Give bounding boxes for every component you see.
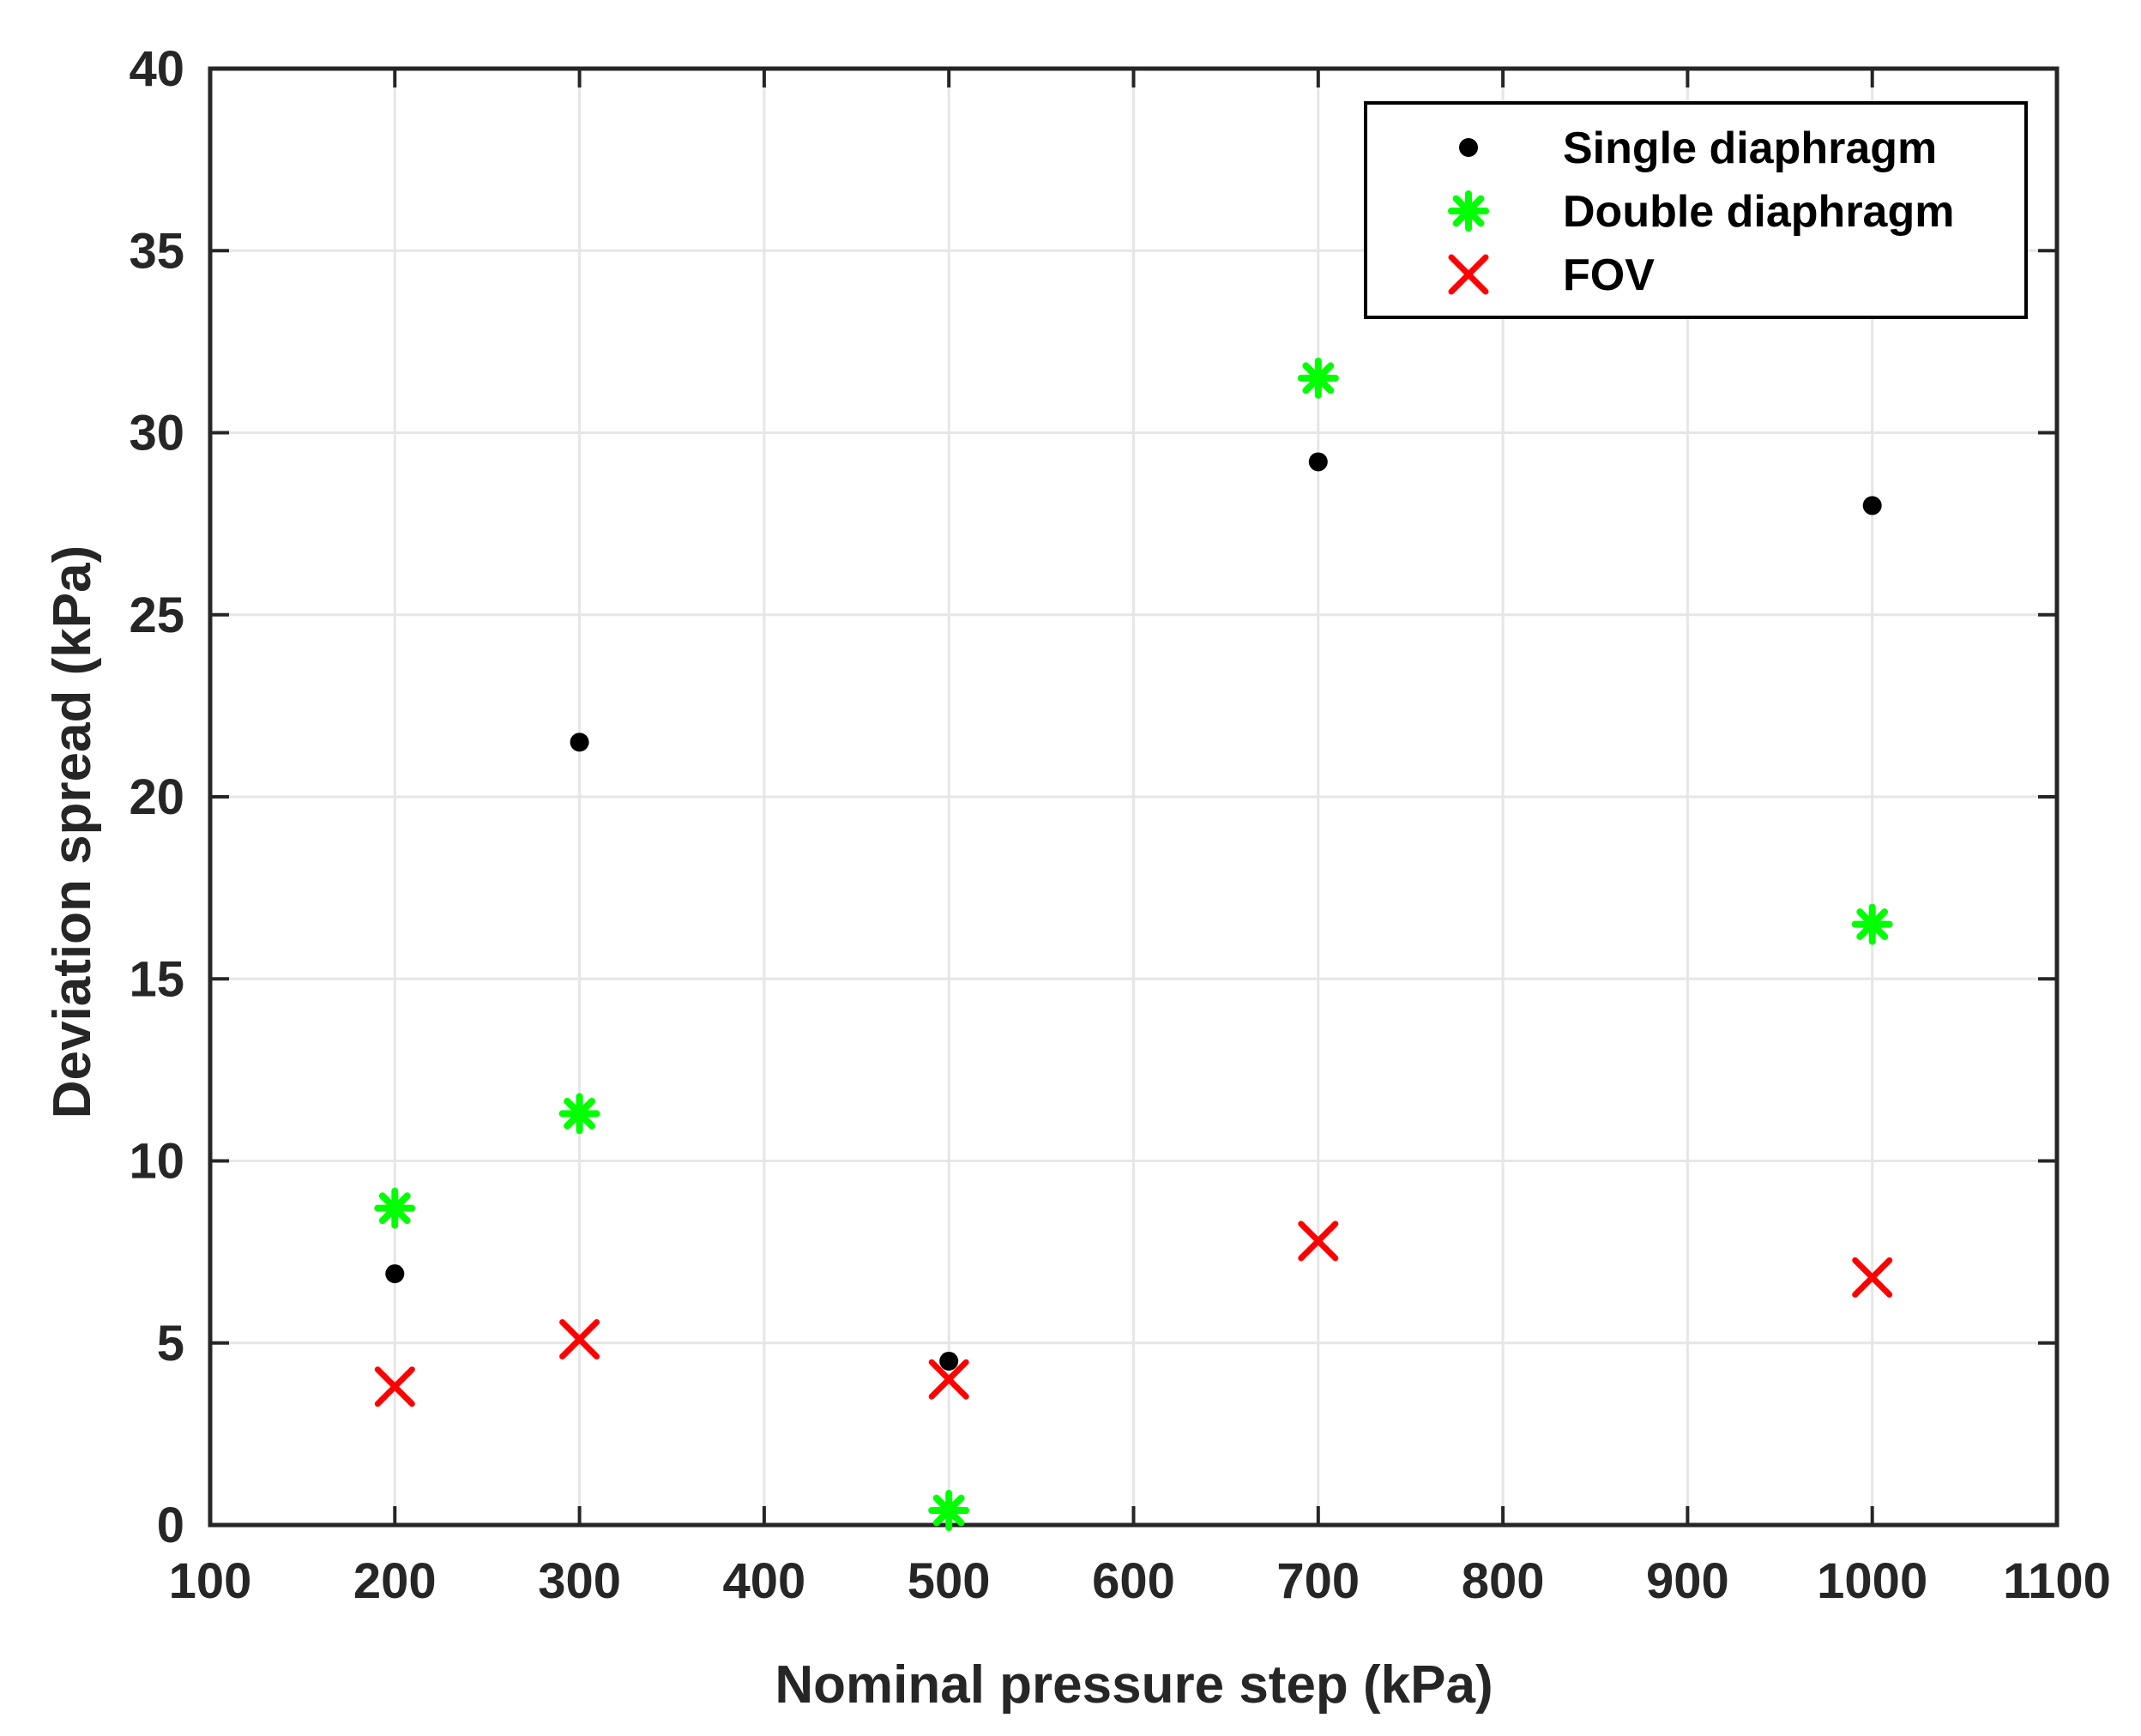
double-diaphragm-point xyxy=(374,1187,416,1229)
x-tick-label: 500 xyxy=(908,1553,991,1609)
x-tick-label: 400 xyxy=(723,1553,806,1609)
data-marks xyxy=(374,357,1893,1532)
single-diaphragm-point xyxy=(570,732,589,752)
y-tick-label: 10 xyxy=(129,1134,184,1190)
fov-point xyxy=(1298,1221,1339,1262)
fov-point xyxy=(559,1319,600,1360)
legend-marker-single-diaphragm xyxy=(1459,138,1478,157)
legend-label-fov: FOV xyxy=(1563,250,1655,300)
x-tick-label: 700 xyxy=(1276,1553,1360,1609)
legend-label-double-diaphragm: Double diaphragm xyxy=(1563,187,1954,237)
double-diaphragm-point xyxy=(928,1490,970,1532)
axes xyxy=(208,66,2060,1528)
y-tick-label: 30 xyxy=(129,406,184,461)
x-tick-label: 1100 xyxy=(2003,1553,2111,1609)
x-tick-label: 800 xyxy=(1462,1553,1545,1609)
fov-point xyxy=(928,1359,969,1400)
tick-labels: 100 200 300 400 500 600 700 800 900 1000 1100 0 5 10 1… xyxy=(129,41,2110,1609)
single-diaphragm-point xyxy=(1862,496,1882,515)
legend-marker-double-diaphragm xyxy=(1448,190,1489,232)
y-tick-label: 0 xyxy=(157,1498,184,1553)
y-tick-label: 15 xyxy=(129,951,184,1007)
fov-point xyxy=(374,1366,415,1407)
double-diaphragm-point xyxy=(558,1093,600,1135)
double-diaphragm-point xyxy=(1297,357,1339,399)
y-tick-label: 40 xyxy=(129,41,184,97)
x-tick-label: 900 xyxy=(1646,1553,1729,1609)
legend: Single diaphragm Double diaphragm FOV xyxy=(1364,101,2028,319)
x-tick-label: 600 xyxy=(1092,1553,1175,1609)
x-tick-label: 200 xyxy=(353,1553,437,1609)
legend-label-single-diaphragm: Single diaphragm xyxy=(1563,124,1937,173)
x-tick-label: 300 xyxy=(538,1553,621,1609)
legend-marker-fov xyxy=(1448,254,1489,295)
y-tick-label: 35 xyxy=(129,223,184,279)
y-axis-label: Deviation spread (kPa) xyxy=(43,546,102,1118)
single-diaphragm-point xyxy=(1308,452,1328,472)
double-diaphragm-point xyxy=(1851,903,1893,945)
single-diaphragm-point xyxy=(385,1264,405,1284)
single-diaphragm-point xyxy=(939,1351,959,1371)
y-tick-label: 5 xyxy=(157,1316,184,1371)
x-axis-label: Nominal pressure step (kPa) xyxy=(775,1655,1493,1715)
x-tick-label: 1000 xyxy=(1817,1553,1927,1609)
fov-point xyxy=(1852,1257,1893,1298)
y-tick-label: 20 xyxy=(129,769,184,825)
x-tick-label: 100 xyxy=(169,1553,252,1609)
y-tick-label: 25 xyxy=(129,588,184,643)
